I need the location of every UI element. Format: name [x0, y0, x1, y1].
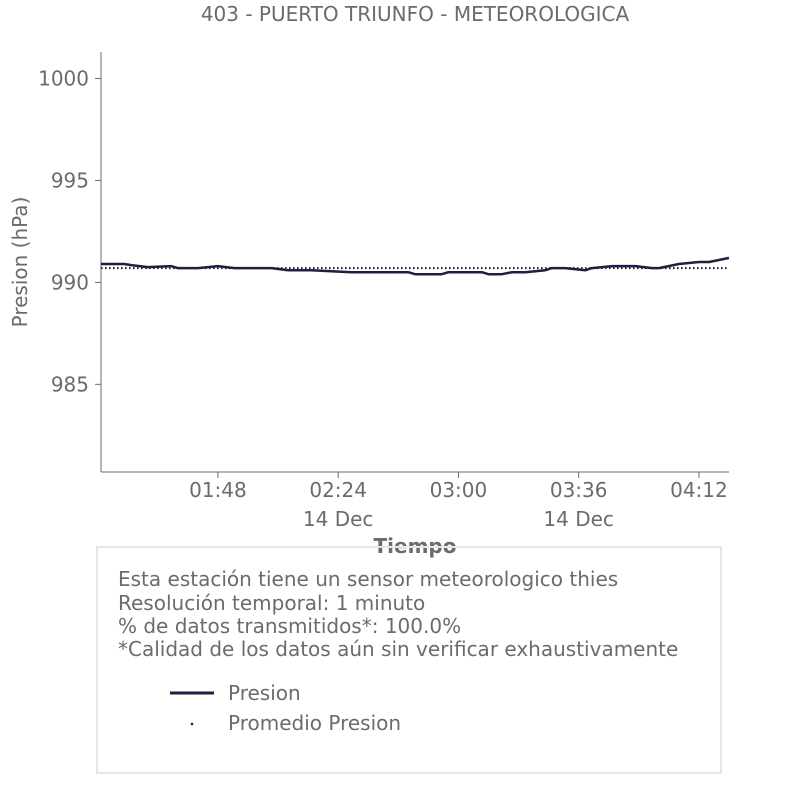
series-layer: [101, 256, 730, 276]
chart-title: 403 - PUERTO TRIUNFO - METEOROLOGICA: [200, 2, 630, 26]
legend-label-promedio: Promedio Presion: [228, 711, 402, 735]
y-axis-ticks: 985 990 995 1000: [38, 67, 101, 396]
x-axis-ticks: 01:48 02:24 14 Dec 03:00 03:36 14 Dec 04:12: [189, 472, 728, 531]
info-line-resolution: Resolución temporal: 1 minuto: [118, 591, 426, 615]
x-tick-sublabel: 14 Dec: [303, 507, 374, 531]
x-tick-label: 03:00: [430, 478, 488, 502]
legend-label-presion: Presion: [228, 681, 301, 705]
x-tick-sublabel: 14 Dec: [543, 507, 614, 531]
y-tick-label: 995: [51, 168, 89, 192]
legend-dot-swatch: [190, 722, 194, 726]
info-line-transmitted: % de datos transmitidos*: 100.0%: [118, 614, 462, 638]
series-line-presion: [101, 256, 730, 276]
info-line-sensor: Esta estación tiene un sensor meteorolog…: [118, 567, 619, 591]
info-box: Esta estación tiene un sensor meteorolog…: [96, 546, 722, 774]
x-tick-label: 01:48: [189, 478, 247, 502]
pressure-chart: 985 990 995 1000 01:48 02:24 14 Dec 03:00 03:36…: [8, 52, 730, 558]
x-tick-label: 02:24: [309, 478, 367, 502]
y-tick-label: 1000: [38, 67, 89, 91]
info-line-quality: *Calidad de los datos aún sin verificar …: [118, 637, 679, 661]
x-tick-label: 03:36: [550, 478, 608, 502]
x-tick-label: 04:12: [670, 478, 728, 502]
y-axis-label: Presion (hPa): [8, 197, 32, 328]
chart-axes: [100, 52, 729, 473]
y-tick-label: 990: [51, 270, 89, 294]
y-tick-label: 985: [51, 372, 89, 396]
legend-line-swatch: [170, 691, 214, 695]
